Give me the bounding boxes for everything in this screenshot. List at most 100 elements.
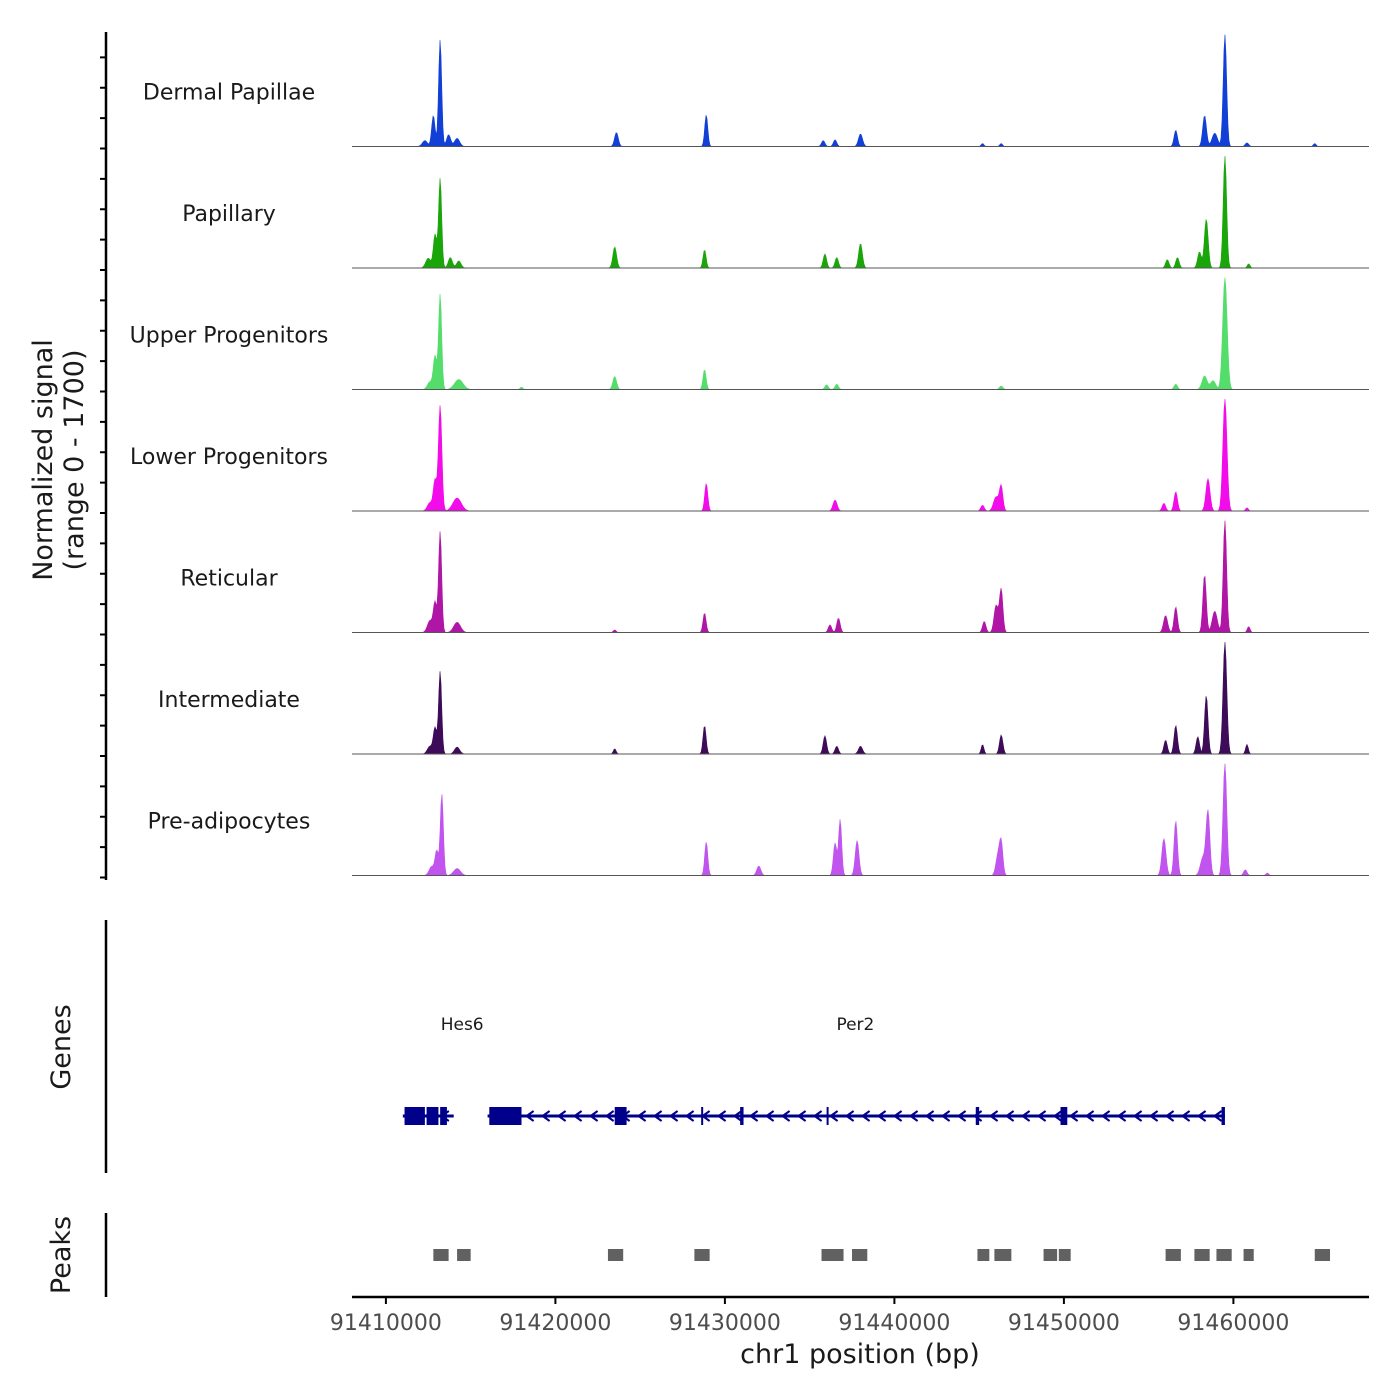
peak-region <box>607 1249 624 1261</box>
peak-region <box>1243 1249 1254 1261</box>
strand-arrow <box>924 1110 935 1122</box>
gene-exon <box>1060 1107 1068 1125</box>
strand-arrow <box>524 1110 535 1122</box>
signal-area <box>352 642 1369 755</box>
signal-area <box>352 520 1369 633</box>
strand-arrow <box>972 1110 983 1122</box>
strand-arrow <box>876 1110 887 1122</box>
gene-exon <box>975 1107 980 1125</box>
x-tick-label: 91430000 <box>669 1311 781 1336</box>
x-tick-label: 91410000 <box>330 1311 442 1336</box>
gene-models: Hes6 Per2 <box>402 1015 1225 1125</box>
track-label: Upper Progenitors <box>130 324 329 349</box>
gene-exon <box>826 1107 829 1125</box>
strand-arrow <box>780 1110 791 1122</box>
strand-arrow <box>540 1110 551 1122</box>
strand-arrow <box>940 1110 951 1122</box>
gene-exon <box>489 1107 522 1125</box>
strand-arrow <box>908 1110 919 1122</box>
track-reticular: Reticular <box>180 520 1369 634</box>
strand-arrow <box>556 1110 567 1122</box>
x-tick-label: 91450000 <box>1008 1311 1120 1336</box>
strand-arrow <box>1100 1110 1111 1122</box>
gene-label: Hes6 <box>441 1015 484 1035</box>
strand-arrow <box>1164 1110 1175 1122</box>
gene-hes6: Hes6 <box>402 1015 484 1125</box>
genes-panel-label: Genes <box>46 1004 77 1089</box>
signal-area <box>352 34 1369 147</box>
track-label: Reticular <box>180 567 278 592</box>
strand-arrow <box>1148 1110 1159 1122</box>
strand-arrow <box>828 1110 839 1122</box>
x-tick-label: 91440000 <box>838 1311 950 1336</box>
peak-region <box>994 1249 1012 1261</box>
track-lower-progenitors: Lower Progenitors <box>130 398 1369 512</box>
signal-area <box>352 399 1369 512</box>
strand-arrow <box>572 1110 583 1122</box>
strand-arrow <box>764 1110 775 1122</box>
peak-region <box>694 1249 710 1261</box>
strand-arrow <box>796 1110 807 1122</box>
strand-arrow <box>1196 1110 1207 1122</box>
peak-region <box>821 1249 844 1261</box>
strand-arrow <box>684 1110 695 1122</box>
track-label: Papillary <box>182 202 276 227</box>
strand-arrow <box>748 1110 759 1122</box>
strand-arrow <box>668 1110 679 1122</box>
strand-arrow <box>1068 1110 1079 1122</box>
gene-exon <box>614 1107 627 1125</box>
peaks-panel-label: Peaks <box>46 1216 77 1294</box>
y-axis-label-range: (range 0 - 1700) <box>59 350 90 571</box>
strand-arrow <box>892 1110 903 1122</box>
track-label: Lower Progenitors <box>130 445 328 470</box>
track-label: Intermediate <box>158 688 300 713</box>
peak-region <box>457 1249 471 1261</box>
peak-region <box>852 1249 868 1261</box>
x-tick-label: 91420000 <box>499 1311 611 1336</box>
gene-exon <box>1221 1107 1225 1125</box>
gene-per2: Per2 <box>487 1015 1225 1125</box>
strand-arrow <box>860 1110 871 1122</box>
strand-arrow <box>636 1110 647 1122</box>
y-axis-label: Normalized signal <box>28 339 59 581</box>
strand-arrow <box>988 1110 999 1122</box>
gene-exon <box>440 1107 447 1125</box>
strand-arrow <box>1084 1110 1095 1122</box>
peak-region <box>1058 1249 1071 1261</box>
peak-region <box>1165 1249 1181 1261</box>
strand-arrow <box>604 1110 615 1122</box>
signal-area <box>352 763 1369 876</box>
strand-arrow <box>732 1110 743 1122</box>
strand-arrow <box>1052 1110 1063 1122</box>
peak-region <box>1194 1249 1210 1261</box>
signal-y-axis-ticks <box>100 56 106 879</box>
track-pre-adipocytes: Pre-adipocytes <box>148 763 1369 877</box>
gene-exon <box>740 1107 744 1125</box>
gene-label: Per2 <box>836 1015 874 1035</box>
peak-regions <box>433 1249 1331 1261</box>
x-axis-title: chr1 position (bp) <box>740 1339 980 1370</box>
strand-arrow <box>1020 1110 1031 1122</box>
peak-region <box>1314 1249 1331 1261</box>
signal-tracks: Dermal Papillae Papillary Upper Progenitor… <box>130 34 1369 877</box>
track-papillary: Papillary <box>182 155 1369 269</box>
peak-region <box>977 1249 990 1261</box>
strand-arrow <box>588 1110 599 1122</box>
strand-arrow <box>1036 1110 1047 1122</box>
track-dermal-papillae: Dermal Papillae <box>143 34 1369 148</box>
x-axis: 91410000 91420000 91430000 91440000 91450000… <box>330 1297 1289 1336</box>
signal-area <box>352 277 1369 390</box>
strand-arrow <box>1132 1110 1143 1122</box>
strand-arrow <box>1180 1110 1191 1122</box>
strand-arrow <box>956 1110 967 1122</box>
strand-arrow <box>1116 1110 1127 1122</box>
track-upper-progenitors: Upper Progenitors <box>130 277 1369 391</box>
gene-exon <box>701 1107 704 1125</box>
strand-arrow <box>1004 1110 1015 1122</box>
strand-arrow <box>1212 1110 1223 1122</box>
peak-region <box>433 1249 449 1261</box>
strand-arrow <box>812 1110 823 1122</box>
strand-arrow <box>652 1110 663 1122</box>
strand-arrow <box>844 1110 855 1122</box>
